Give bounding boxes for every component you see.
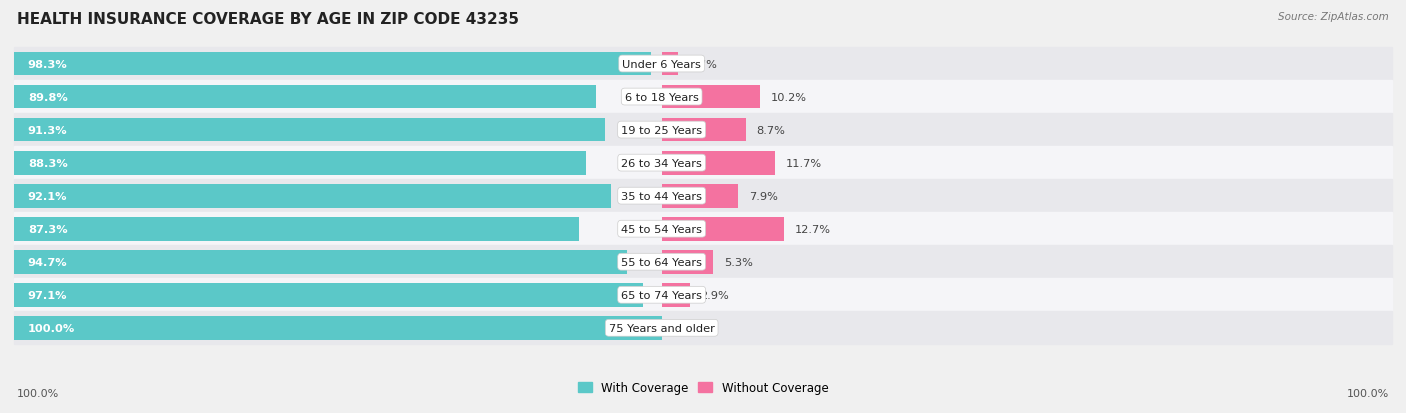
Bar — [14, 316, 662, 340]
Bar — [14, 311, 1392, 344]
Text: 92.1%: 92.1% — [28, 191, 67, 201]
Text: 88.3%: 88.3% — [28, 158, 67, 168]
Text: 100.0%: 100.0% — [28, 323, 75, 333]
Text: 75 Years and older: 75 Years and older — [609, 323, 714, 333]
Text: 87.3%: 87.3% — [28, 224, 67, 234]
Bar — [662, 250, 713, 274]
Text: 11.7%: 11.7% — [786, 158, 821, 168]
Bar — [14, 147, 1392, 180]
Text: 5.3%: 5.3% — [724, 257, 752, 267]
Bar — [662, 184, 738, 208]
Text: 8.7%: 8.7% — [756, 125, 786, 135]
Bar — [14, 85, 596, 109]
Text: 10.2%: 10.2% — [770, 93, 807, 102]
Bar — [662, 283, 689, 307]
Text: Under 6 Years: Under 6 Years — [623, 59, 702, 69]
Bar — [14, 48, 1392, 81]
Bar — [14, 151, 586, 175]
Text: 100.0%: 100.0% — [1347, 388, 1389, 398]
Bar — [662, 52, 678, 76]
Bar — [14, 81, 1392, 114]
Text: 100.0%: 100.0% — [17, 388, 59, 398]
Bar — [662, 217, 785, 241]
Text: HEALTH INSURANCE COVERAGE BY AGE IN ZIP CODE 43235: HEALTH INSURANCE COVERAGE BY AGE IN ZIP … — [17, 12, 519, 27]
Bar — [662, 119, 745, 142]
Text: 65 to 74 Years: 65 to 74 Years — [621, 290, 702, 300]
Text: 89.8%: 89.8% — [28, 93, 67, 102]
Bar — [14, 180, 1392, 213]
Bar — [14, 213, 1392, 246]
Text: 6 to 18 Years: 6 to 18 Years — [624, 93, 699, 102]
Bar — [14, 119, 606, 142]
Text: 97.1%: 97.1% — [28, 290, 67, 300]
Bar — [14, 278, 1392, 311]
Bar — [14, 283, 643, 307]
Text: Source: ZipAtlas.com: Source: ZipAtlas.com — [1278, 12, 1389, 22]
Bar — [662, 85, 761, 109]
Text: 12.7%: 12.7% — [796, 224, 831, 234]
Text: 94.7%: 94.7% — [28, 257, 67, 267]
Text: 2.9%: 2.9% — [700, 290, 730, 300]
Text: 1.7%: 1.7% — [689, 59, 718, 69]
Text: 98.3%: 98.3% — [28, 59, 67, 69]
Text: 91.3%: 91.3% — [28, 125, 67, 135]
Text: 7.9%: 7.9% — [749, 191, 778, 201]
Bar — [14, 246, 1392, 278]
Bar — [14, 114, 1392, 147]
Bar — [662, 151, 775, 175]
Text: 19 to 25 Years: 19 to 25 Years — [621, 125, 702, 135]
Bar — [14, 217, 579, 241]
Legend: With Coverage, Without Coverage: With Coverage, Without Coverage — [572, 377, 834, 399]
Bar — [14, 52, 651, 76]
Bar — [14, 250, 627, 274]
Text: 45 to 54 Years: 45 to 54 Years — [621, 224, 702, 234]
Text: 26 to 34 Years: 26 to 34 Years — [621, 158, 702, 168]
Text: 0.0%: 0.0% — [672, 323, 702, 333]
Bar — [14, 184, 610, 208]
Text: 35 to 44 Years: 35 to 44 Years — [621, 191, 702, 201]
Text: 55 to 64 Years: 55 to 64 Years — [621, 257, 702, 267]
